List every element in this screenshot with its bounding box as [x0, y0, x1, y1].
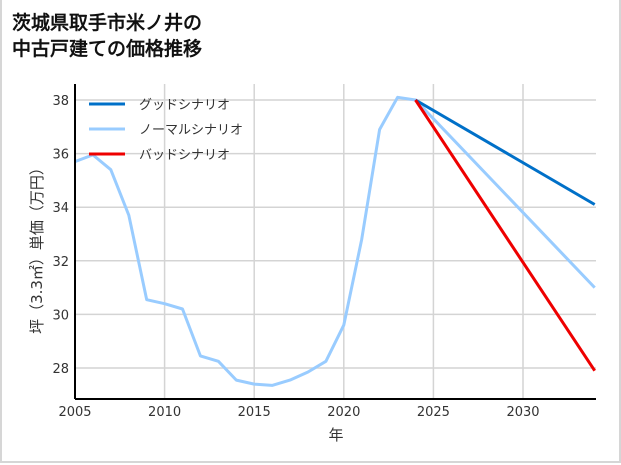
legend-label: ノーマルシナリオ — [139, 123, 243, 138]
series-line-0 — [414, 98, 596, 206]
x-axis-label: 年 — [328, 426, 343, 444]
legend-label: グッドシナリオ — [139, 98, 230, 113]
tick-labels: 2005 2010 2015 2020 2025 2030 28 30 32 34 36 38 — [52, 94, 539, 420]
chart-title-line1: 茨城県取手市米ノ井の — [12, 12, 203, 34]
x-tick-label: 2005 — [58, 405, 91, 420]
chart-title-line2: 中古戸建ての価格推移 — [12, 38, 203, 60]
series-line-2 — [414, 99, 596, 372]
y-tick-label: 32 — [52, 255, 69, 270]
y-tick-label: 36 — [52, 148, 69, 163]
y-tick-label: 28 — [52, 362, 69, 377]
data-series — [75, 95, 596, 387]
legend-label: バッドシナリオ — [139, 148, 230, 163]
y-axis-label: 坪（3.3㎡）単価（万円） — [28, 160, 46, 334]
axes — [74, 84, 596, 400]
series-line-1 — [75, 95, 596, 387]
grid-lines — [75, 84, 596, 399]
y-tick-label: 34 — [52, 201, 69, 216]
x-tick-label: 2010 — [148, 405, 181, 420]
x-tick-label: 2015 — [238, 405, 271, 420]
chart-title: 茨城県取手市米ノ井の 中古戸建ての価格推移 — [12, 10, 202, 62]
x-tick-label: 2025 — [417, 405, 450, 420]
x-tick-label: 2030 — [506, 405, 539, 420]
x-tick-label: 2020 — [327, 405, 360, 420]
y-tick-label: 30 — [52, 308, 69, 323]
y-tick-label: 38 — [52, 94, 69, 109]
